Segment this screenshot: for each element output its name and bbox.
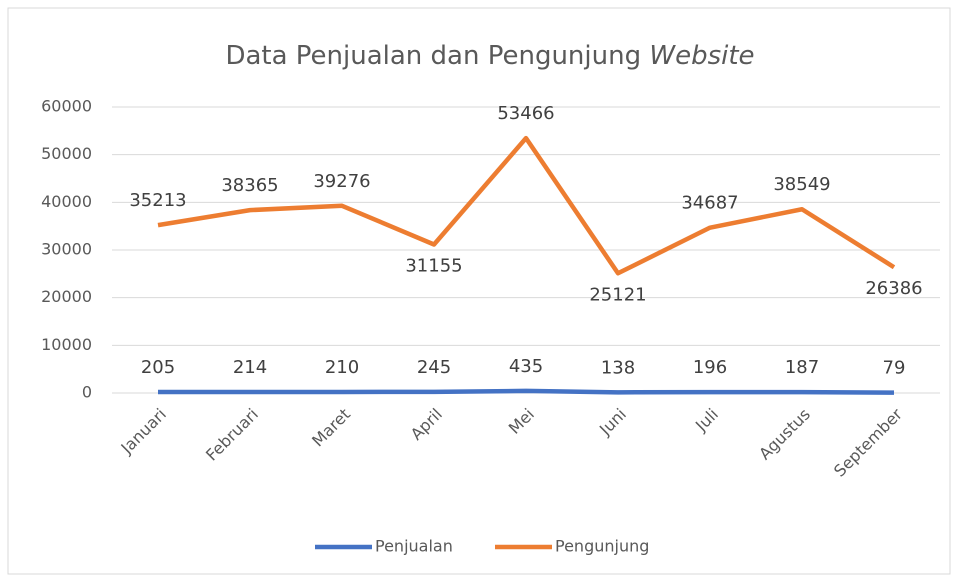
- legend-label: Pengunjung: [555, 537, 649, 556]
- data-label: 138: [601, 357, 635, 378]
- data-label: 38549: [773, 174, 830, 195]
- data-label: 196: [693, 357, 727, 378]
- data-label: 79: [883, 358, 906, 379]
- data-label: 187: [785, 357, 819, 378]
- y-tick-label: 50000: [41, 144, 92, 163]
- data-label: 245: [417, 357, 451, 378]
- data-label: 31155: [405, 255, 462, 276]
- data-label: 38365: [221, 175, 278, 196]
- y-tick-label: 20000: [41, 287, 92, 306]
- chart-title: Data Penjualan dan Pengunjung Website: [225, 41, 754, 71]
- data-label: 205: [141, 357, 175, 378]
- chart-border: [7, 7, 951, 575]
- series-line: [157, 135, 896, 276]
- data-label: 25121: [589, 284, 646, 305]
- data-label: 214: [233, 357, 267, 378]
- data-label: 210: [325, 357, 359, 378]
- title-text: Data Penjualan dan Pengunjung: [225, 41, 641, 71]
- y-tick-label: 0: [82, 383, 92, 402]
- title-emphasis: Website: [649, 41, 754, 71]
- y-tick-label: 60000: [41, 97, 92, 116]
- data-label: 34687: [681, 193, 738, 214]
- data-label: 35213: [129, 190, 186, 211]
- data-label: 26386: [865, 278, 922, 299]
- y-tick-label: 10000: [41, 335, 92, 354]
- data-label: 39276: [313, 171, 370, 192]
- y-tick-label: 40000: [41, 192, 92, 211]
- y-tick-label: 30000: [41, 240, 92, 259]
- legend-label: Penjualan: [375, 537, 453, 556]
- data-label: 435: [509, 356, 543, 377]
- series-line: [157, 388, 895, 395]
- data-label: 53466: [497, 103, 554, 124]
